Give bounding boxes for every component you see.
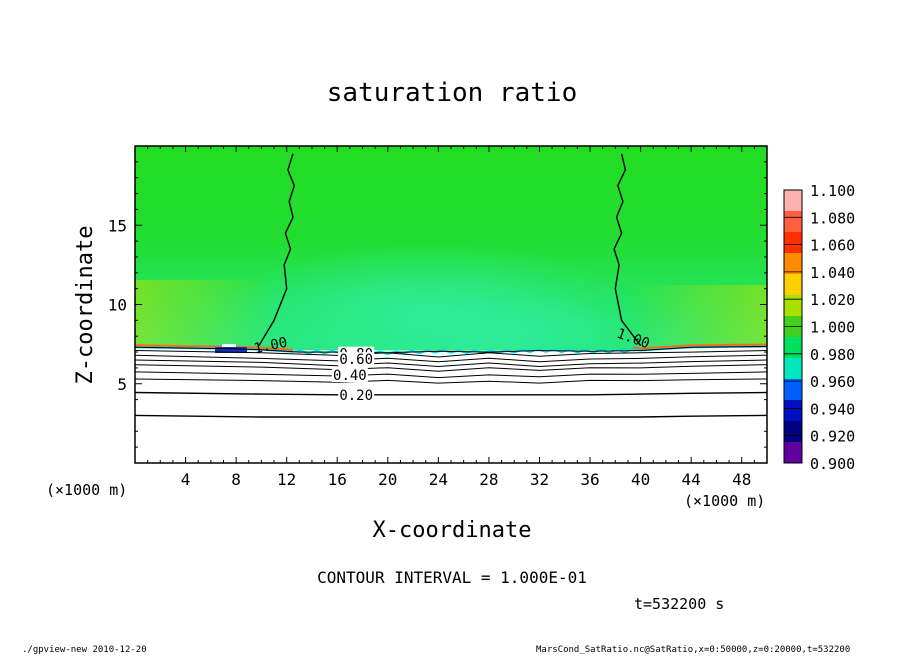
contour-line [135,391,767,396]
contour-line [135,354,767,363]
x-tick-label: 44 [682,470,701,489]
contour-line [135,346,767,354]
y-axis-label: Z-coordinate [73,226,98,385]
x-tick-label: 16 [328,470,347,489]
colorbar-label: 1.060 [810,237,855,255]
contour-line [135,414,767,418]
colorbar-label: 1.000 [810,319,855,337]
colorbar-label: 1.040 [810,264,855,282]
colorbar-swatch [784,421,802,443]
colorbar-swatch [784,211,802,233]
colorbar-label: 0.960 [810,373,855,391]
footer-left: ./gpview-new 2010-12-20 [22,645,147,654]
contour-label: 0.60 [339,352,373,368]
x-tick-label: 36 [580,470,599,489]
colorbar-swatch [784,253,802,275]
x-tick-label: 32 [530,470,549,489]
dry-pocket-white [222,344,236,347]
colorbar-swatch [784,442,802,464]
contour-line [135,364,767,372]
contour-line [135,371,767,379]
contour-line [613,153,642,347]
contour-label: 1.00 [253,335,289,358]
contour-line [135,350,767,358]
colorbar-swatch [784,400,802,422]
y-tick-label: 10 [108,296,127,315]
time-label: t=532200 s [634,595,724,613]
x-tick-label: 8 [231,470,241,489]
colorbar-swatch [784,295,802,317]
colorbar-label: 0.980 [810,346,855,364]
contour-label: 0.20 [339,388,373,404]
colorbar-swatch [784,379,802,401]
contour-label-bg [331,368,368,383]
colorbar-label: 1.020 [810,291,855,309]
x-unit-left: (×1000 m) [46,481,127,499]
colorbar-swatch [784,337,802,359]
x-tick-label: 28 [479,470,498,489]
x-tick-label: 24 [429,470,448,489]
footer-right: MarsCond_SatRatio.nc@SatRatio,x=0:50000,… [536,645,850,654]
y-tick-label: 5 [117,375,127,394]
contour-line [135,378,767,384]
colorbar-label: 1.080 [810,209,855,227]
chart-title: saturation ratio [327,78,577,108]
colorbar-label: 1.100 [810,182,855,200]
contour-line [258,153,296,347]
colorbar-swatch [784,274,802,296]
x-unit-right: (×1000 m) [684,492,765,510]
contour-label-bg [338,352,375,367]
colorbar-swatch [784,190,802,212]
x-tick-label: 12 [277,470,296,489]
x-tick-label: 40 [631,470,650,489]
colorbar-swatch [784,232,802,254]
contour-interval: CONTOUR INTERVAL = 1.000E-01 [317,568,587,587]
contour-label: 0.40 [333,368,367,384]
colorbar-label: 0.900 [810,455,855,473]
dry-pocket-blue [215,347,247,353]
contour-label-bg [338,387,375,402]
x-tick-label: 48 [732,470,751,489]
x-tick-label: 4 [181,470,191,489]
plot-field: 1.000.800.600.400.201.00 [135,146,767,463]
colorbar-label: 0.920 [810,428,855,446]
colorbar-swatch [784,358,802,380]
colorbar-label: 0.940 [810,400,855,418]
x-tick-label: 20 [378,470,397,489]
x-axis-label: X-coordinate [373,518,532,543]
contour-line [135,359,767,368]
y-tick-label: 15 [108,216,127,235]
